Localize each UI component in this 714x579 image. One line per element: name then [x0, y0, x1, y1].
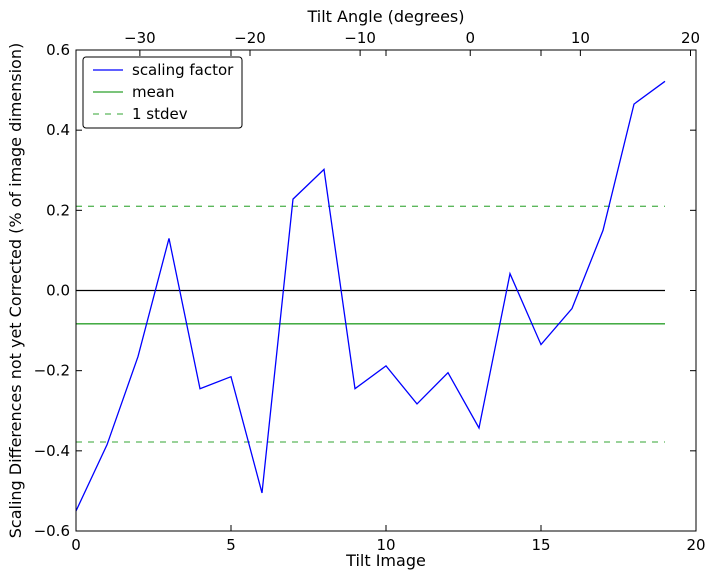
- top-axis-tick-label: 20: [681, 29, 700, 47]
- top-axis-tick-label: 0: [465, 29, 475, 47]
- x-tick-label: 15: [531, 536, 550, 554]
- axis-ticks: 0 5 10 15 20 −30 −20 −10 0 10 20 −0.6 −0.4 −0.2 0.0 0.2…: [34, 29, 706, 554]
- plot-area: [75, 80, 666, 512]
- top-axis-tick-label: −30: [124, 29, 156, 47]
- y-tick-label: −0.6: [34, 522, 70, 540]
- y-tick-label: 0.0: [46, 282, 70, 300]
- y-tick-label: 0.2: [46, 201, 70, 219]
- x-tick-label: 5: [226, 536, 236, 554]
- y-tick-label: 0.6: [46, 41, 70, 59]
- top-axis-title: Tilt Angle (degrees): [306, 7, 464, 26]
- x-axis-title: Tilt Image: [345, 551, 426, 570]
- top-axis-tick-label: −20: [234, 29, 266, 47]
- legend-label-mean: mean: [132, 83, 175, 101]
- x-tick-label: 20: [686, 536, 705, 554]
- y-tick-label: −0.2: [34, 362, 70, 380]
- top-axis-tick-label: −10: [344, 29, 376, 47]
- series-line-scaling-factor: [75, 80, 666, 512]
- legend-label-1-stdev: 1 stdev: [132, 105, 188, 123]
- legend: scaling factor mean 1 stdev: [82, 56, 243, 129]
- x-tick-label: 0: [71, 536, 81, 554]
- y-tick-label: −0.4: [34, 442, 70, 460]
- legend-label-scaling-factor: scaling factor: [132, 61, 234, 79]
- x-tick-label: 10: [376, 536, 395, 554]
- y-tick-label: 0.4: [46, 121, 70, 139]
- y-axis-title: Scaling Differences not yet Corrected (%…: [6, 43, 25, 538]
- legend-box: [82, 56, 243, 129]
- top-axis-tick-label: 10: [571, 29, 590, 47]
